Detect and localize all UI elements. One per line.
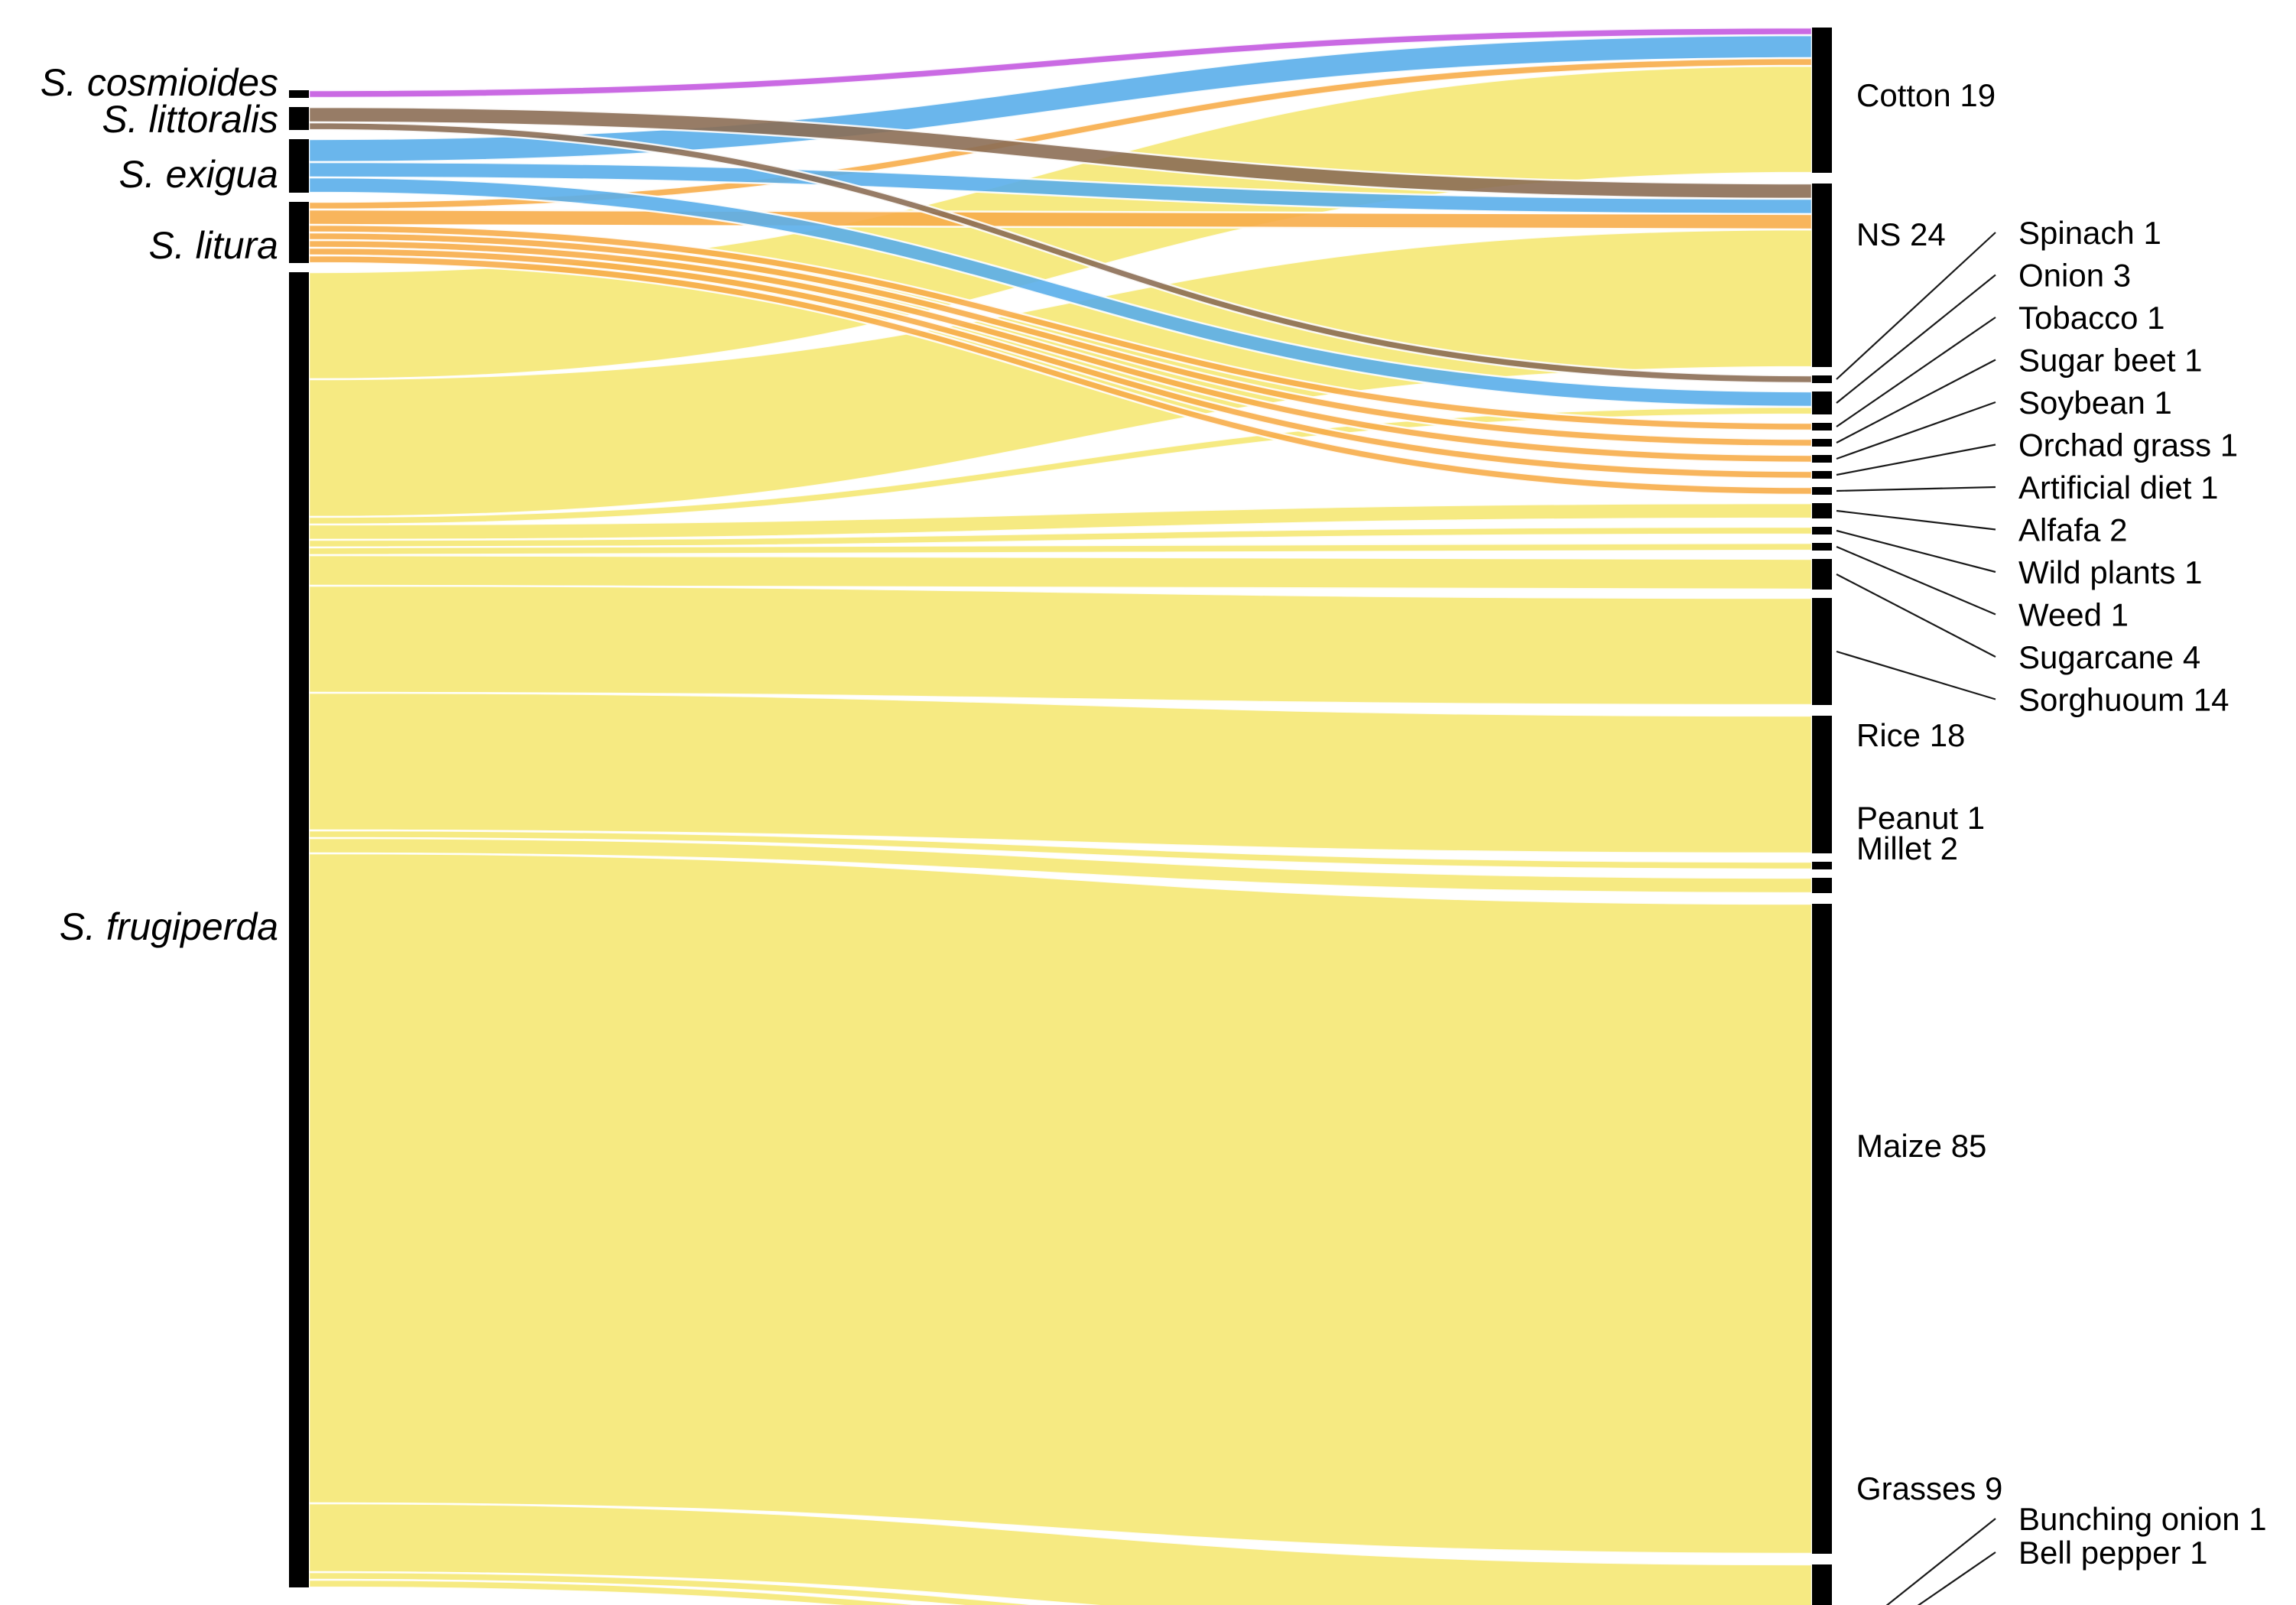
target-node-artificial-diet xyxy=(1812,487,1832,495)
source-label-s-exigua: S. exigua xyxy=(119,153,278,196)
leader-line-sugarcane xyxy=(1836,573,1996,658)
source-node-s-littoralis xyxy=(289,107,309,130)
leader-line-sugar-beet xyxy=(1836,359,1996,443)
target-node-wild-plants xyxy=(1812,527,1832,534)
leader-line-bell-pepper xyxy=(1917,1551,1996,1605)
target-label-bunching-onion: Bunching onion 1 xyxy=(2018,1501,2267,1537)
target-label-sugarcane: Sugarcane 4 xyxy=(2018,639,2200,675)
leader-line-alfafa xyxy=(1836,509,1996,531)
target-node-peanut xyxy=(1812,862,1832,869)
target-node-onion xyxy=(1812,392,1832,414)
leader-line-sorghuoum xyxy=(1836,650,1996,700)
link-s-frugiperda-to-bell-pepper xyxy=(307,1578,934,1605)
target-node-soybean xyxy=(1812,455,1832,463)
target-label-orchad-grass: Orchad grass 1 xyxy=(2018,427,2238,463)
target-node-ns xyxy=(1812,184,1832,367)
leader-line-wild-plants xyxy=(1836,529,1996,573)
link-s-frugiperda-to-grasses xyxy=(307,1502,1814,1605)
link-layer xyxy=(307,26,1814,1605)
link-s-frugiperda-to-rice xyxy=(307,691,1814,855)
target-node-sugarcane xyxy=(1812,559,1832,590)
target-node-millet xyxy=(1812,878,1832,893)
target-node-spinach xyxy=(1812,375,1832,383)
leader-line-soybean xyxy=(1836,401,1996,460)
target-label-bell-pepper: Bell pepper 1 xyxy=(2018,1535,2208,1571)
target-node-orchad-grass xyxy=(1812,471,1832,479)
source-node-s-exigua xyxy=(289,139,309,193)
link-s-frugiperda-to-sugarcane xyxy=(307,554,1814,591)
leader-line-weed xyxy=(1836,545,1996,616)
link-s-litura-to-ns xyxy=(307,208,1814,231)
source-node-s-frugiperda xyxy=(289,272,309,1587)
target-label-peanut: Peanut 1 xyxy=(1856,800,1985,836)
link-s-frugiperda-to-maize xyxy=(307,852,1814,1555)
target-label-wild-plants: Wild plants 1 xyxy=(2018,554,2202,590)
target-label-onion: Onion 3 xyxy=(2018,258,2131,294)
source-label-s-litura: S. litura xyxy=(148,224,278,267)
leader-line-artificial-diet xyxy=(1836,486,1996,492)
source-label-s-cosmioides: S. cosmioides xyxy=(41,61,278,104)
target-node-maize xyxy=(1812,904,1832,1554)
source-node-s-cosmioides xyxy=(289,90,309,98)
target-node-weed xyxy=(1812,543,1832,551)
leader-line-orchad-grass xyxy=(1836,443,1996,476)
target-label-millet: Millet 2 xyxy=(1856,830,1958,866)
target-label-artificial-diet: Artificial diet 1 xyxy=(2018,469,2218,505)
link-s-frugiperda-to-bunching-onion xyxy=(307,1571,1051,1605)
target-node-grasses xyxy=(1812,1564,1832,1605)
target-label-rice: Rice 18 xyxy=(1856,717,1965,753)
target-label-ns: NS 24 xyxy=(1856,216,1946,252)
target-label-spinach: Spinach 1 xyxy=(2018,215,2161,251)
target-label-cotton: Cotton 19 xyxy=(1856,77,1996,113)
target-label-alfafa: Alfafa 2 xyxy=(2018,512,2127,548)
source-label-s-littoralis: S. littoralis xyxy=(102,98,278,141)
target-node-sugar-beet xyxy=(1812,439,1832,447)
leader-line-bunching-onion xyxy=(1885,1518,1996,1605)
target-label-sorghuoum: Sorghuoum 14 xyxy=(2018,682,2229,718)
target-label-tobacco: Tobacco 1 xyxy=(2018,300,2164,336)
target-node-tobacco xyxy=(1812,423,1832,430)
target-label-grasses: Grasses 9 xyxy=(1856,1470,2002,1506)
target-node-sorghuoum xyxy=(1812,598,1832,705)
leader-line-tobacco xyxy=(1836,317,1996,427)
source-label-s-frugiperda: S. frugiperda xyxy=(60,905,278,948)
target-label-maize: Maize 85 xyxy=(1856,1128,1986,1164)
target-label-weed: Weed 1 xyxy=(2018,597,2129,633)
link-s-frugiperda-to-sorghuoum xyxy=(307,584,1814,707)
target-node-rice xyxy=(1812,716,1832,853)
target-label-sugar-beet: Sugar beet 1 xyxy=(2018,343,2203,379)
node-layer xyxy=(289,28,1832,1605)
target-node-alfafa xyxy=(1812,503,1832,518)
target-node-cotton xyxy=(1812,28,1832,173)
leader-line-spinach xyxy=(1836,232,1996,380)
source-node-s-litura xyxy=(289,202,309,263)
target-label-soybean: Soybean 1 xyxy=(2018,385,2172,421)
leader-line-onion xyxy=(1836,274,1996,404)
